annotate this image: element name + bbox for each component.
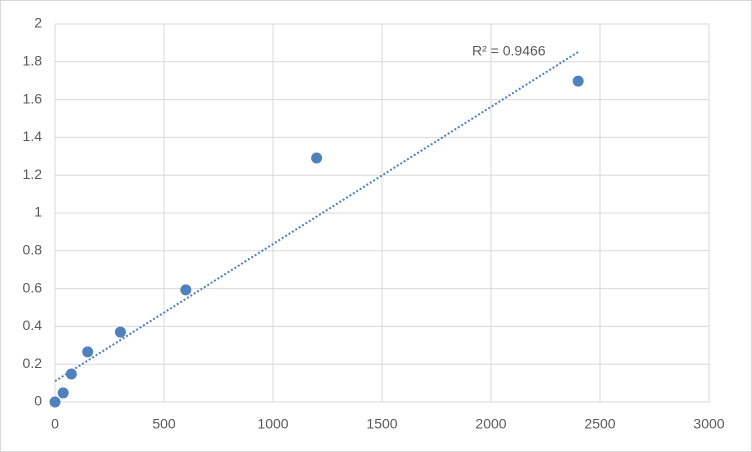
- x-tick-label: 0: [51, 416, 59, 432]
- x-tick-label: 500: [152, 416, 176, 432]
- x-tick-label: 2000: [475, 416, 506, 432]
- x-tick-label: 2500: [584, 416, 615, 432]
- trendline-label: R² = 0.9466: [472, 43, 546, 59]
- data-point: [57, 387, 69, 399]
- x-tick-label: 1500: [366, 416, 397, 432]
- x-tick-label: 3000: [693, 416, 724, 432]
- data-point: [114, 326, 126, 338]
- data-point: [180, 284, 192, 296]
- trendline: [54, 51, 579, 383]
- x-tick-label: 1000: [257, 416, 288, 432]
- y-tick-label: 1.6: [23, 90, 43, 106]
- y-tick-label: 1.2: [23, 166, 43, 182]
- data-point: [572, 75, 584, 87]
- y-tick-label: 1.8: [23, 53, 43, 69]
- y-tick-label: 0: [34, 393, 42, 409]
- y-tick-label: 2: [34, 15, 42, 31]
- y-tick-label: 1.4: [23, 128, 43, 144]
- data-point: [49, 396, 61, 408]
- y-tick-label: 1: [34, 204, 42, 220]
- data-point: [311, 152, 323, 164]
- y-tick-label: 0.8: [23, 242, 43, 258]
- y-tick-label: 0.4: [23, 317, 43, 333]
- data-point: [65, 368, 77, 380]
- y-tick-label: 0.2: [23, 355, 43, 371]
- data-point: [82, 346, 94, 358]
- y-tick-label: 0.6: [23, 279, 43, 295]
